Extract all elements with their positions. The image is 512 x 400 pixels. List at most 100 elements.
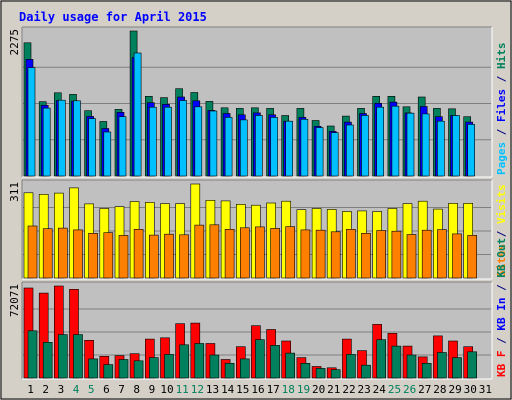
bar [118, 235, 129, 279]
bar [255, 115, 263, 177]
bar [209, 224, 220, 279]
panel-1: 2275 Pages / Files / Hits [8, 26, 508, 178]
bar [194, 106, 203, 177]
panel-side-legend: KB F / KB In / KB Out [495, 238, 508, 377]
bar [179, 234, 189, 279]
bar [376, 230, 387, 279]
bar [270, 117, 278, 177]
bar [224, 229, 235, 279]
x-tick-label: 19 [297, 383, 310, 396]
bar [240, 119, 248, 177]
bar [118, 359, 129, 379]
bar [361, 115, 369, 177]
legend-entry: Visits [495, 184, 508, 224]
panel-max-label: 2275 [8, 29, 21, 56]
bar [149, 357, 159, 379]
x-tick-label: 11 [176, 383, 189, 396]
bar [27, 67, 36, 177]
bar [376, 106, 385, 177]
bar [224, 117, 233, 177]
series-sites [27, 224, 478, 279]
x-tick-label: 28 [433, 383, 446, 396]
x-tick-label: 27 [418, 383, 431, 396]
legend-entry: / [495, 122, 508, 142]
legend-entry: Hits [495, 43, 508, 70]
bar [330, 231, 341, 279]
bar [330, 132, 339, 177]
x-tick-label: 7 [118, 383, 125, 396]
bar [270, 345, 280, 379]
series-pages [27, 52, 476, 177]
panel-3: 72071 KB F / KB In / KB Out [8, 238, 508, 380]
legend-entry: Pages [495, 142, 508, 175]
bar [149, 234, 159, 279]
x-tick-label: 12 [191, 383, 204, 396]
bar [330, 369, 341, 379]
x-tick-label: 22 [342, 383, 355, 396]
x-tick-label: 18 [282, 383, 295, 396]
bar [300, 229, 311, 279]
x-tick-label: 13 [206, 383, 219, 396]
bar [194, 343, 205, 379]
x-tick-label: 1 [27, 383, 34, 396]
legend-entry: / [495, 278, 508, 298]
bar [164, 354, 174, 379]
bar [255, 226, 265, 279]
bar [103, 364, 114, 379]
x-tick-label: 30 [464, 383, 477, 396]
bar [346, 229, 356, 279]
bar [224, 362, 235, 379]
bar [209, 354, 220, 379]
bar [376, 339, 387, 379]
bar [421, 229, 432, 279]
bar [88, 358, 98, 379]
bar [421, 113, 430, 177]
legend-entry: / [495, 69, 508, 89]
bar [452, 115, 460, 177]
x-tick-label: 31 [479, 383, 492, 396]
bar [42, 228, 53, 279]
bar [240, 227, 250, 279]
bar [406, 112, 415, 177]
x-tick-label: 23 [357, 383, 370, 396]
bar [57, 99, 66, 177]
bar [103, 131, 112, 177]
bar [421, 362, 432, 379]
bar [285, 120, 294, 177]
bar [133, 52, 142, 177]
bar [467, 124, 476, 177]
bar [391, 345, 402, 379]
bar [270, 228, 280, 279]
bar [164, 106, 172, 177]
x-tick-label: 8 [133, 383, 140, 396]
bar [164, 233, 174, 279]
bar [88, 118, 96, 177]
bar [467, 235, 478, 279]
bar [437, 120, 445, 177]
x-tick-label: 21 [327, 383, 340, 396]
bar [452, 233, 462, 279]
legend-entry: KB F [495, 351, 508, 378]
bar [315, 127, 324, 177]
bar [42, 107, 51, 177]
legend-entry: Files [495, 89, 508, 122]
bar [406, 354, 417, 379]
bar [103, 232, 114, 279]
bar [452, 357, 462, 379]
x-tick-label: 3 [58, 383, 65, 396]
bar [179, 344, 189, 379]
legend-entry: / [495, 224, 508, 244]
bar [361, 364, 371, 379]
bar [285, 352, 296, 379]
legend-entry: / [495, 331, 508, 351]
x-tick-label: 16 [251, 383, 264, 396]
bar [133, 229, 144, 279]
panel-2: 311 Sites / Visits [8, 179, 508, 280]
bar [73, 334, 83, 379]
chart-title: Daily usage for April 2015 [19, 10, 207, 24]
bar [88, 233, 98, 279]
bar [391, 105, 400, 177]
bar [27, 225, 38, 279]
